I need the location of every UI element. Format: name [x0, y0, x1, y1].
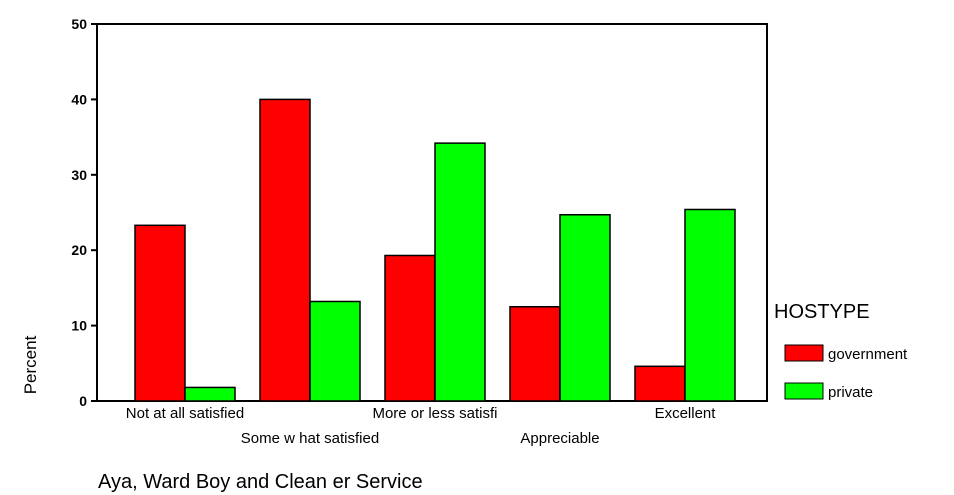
x-axis-categories: Not at all satisfied Some w hat satisfied… [126, 405, 716, 447]
bar-private-0 [184, 386, 236, 402]
bar-government-1 [259, 98, 311, 402]
y-tick-label: 40 [71, 91, 87, 107]
x-category-label: Excellent [655, 405, 717, 422]
bar-private-4 [684, 208, 736, 402]
x-category-label: Some w hat satisfied [241, 430, 379, 447]
bar-private-2 [434, 142, 486, 402]
x-category-label: Not at all satisfied [126, 405, 244, 422]
bars [134, 98, 736, 402]
bar-government-2 [384, 254, 436, 402]
y-tick-label: 30 [71, 167, 87, 183]
legend-swatch-private [784, 382, 824, 400]
bar-government-3 [509, 306, 561, 402]
x-axis-label: Aya, Ward Boy and Clean er Service [98, 471, 423, 493]
bar-government-0 [134, 224, 186, 402]
y-axis: 0 10 20 30 40 50 [71, 16, 97, 409]
legend-label-government: government [828, 346, 908, 363]
bar-private-3 [559, 214, 611, 402]
y-tick-label: 50 [71, 16, 87, 32]
bar-private-1 [309, 300, 361, 402]
y-axis-label: Percent [21, 335, 40, 394]
legend-title: HOSTYPE [774, 301, 870, 323]
y-tick-label: 20 [71, 242, 87, 258]
legend-label-private: private [828, 384, 873, 401]
x-category-label: More or less satisfi [372, 405, 497, 422]
y-tick-label: 10 [71, 318, 87, 334]
bar-government-4 [634, 365, 686, 402]
y-tick-label: 0 [79, 393, 87, 409]
legend-swatch-government [784, 344, 824, 362]
x-category-label: Appreciable [520, 430, 599, 447]
legend: HOSTYPE government private [774, 301, 908, 401]
